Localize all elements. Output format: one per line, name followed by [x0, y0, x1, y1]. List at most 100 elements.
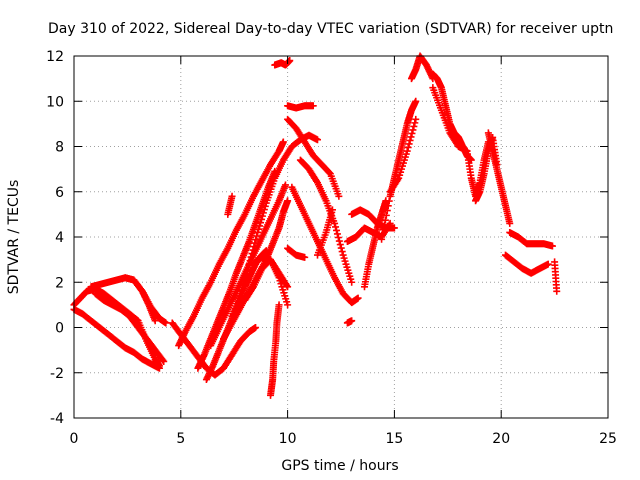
data-points [70, 52, 561, 399]
data-point [260, 206, 268, 214]
series-track-x [343, 317, 356, 327]
data-point [261, 248, 269, 256]
data-point [249, 246, 257, 254]
data-point [331, 219, 339, 227]
data-point [257, 215, 265, 223]
data-point [506, 219, 514, 227]
y-tick-label: 4 [55, 230, 64, 246]
data-point [383, 207, 391, 215]
series-track-aj [506, 228, 556, 250]
data-point [348, 278, 356, 286]
data-point [381, 216, 389, 224]
data-point [262, 247, 270, 255]
data-point [407, 133, 415, 141]
data-point [338, 248, 346, 256]
x-tick-label: 10 [279, 431, 297, 447]
series-track-v [284, 244, 309, 261]
data-point [412, 115, 420, 123]
data-point [334, 234, 342, 242]
x-tick-label: 5 [176, 431, 185, 447]
series-track-q [267, 301, 283, 399]
series-track-w [314, 206, 336, 259]
y-tick-label: 2 [55, 275, 64, 291]
data-point [259, 209, 267, 217]
data-point [283, 281, 291, 289]
series-track-ak [501, 251, 552, 277]
series-track-g [175, 138, 287, 350]
data-point [379, 230, 387, 238]
data-point [354, 294, 362, 302]
series-track-ad [407, 52, 437, 83]
series-track-e [121, 274, 159, 325]
data-point [314, 136, 322, 144]
y-tick-label: 8 [55, 140, 64, 156]
data-point [348, 317, 356, 325]
series-track-t [296, 156, 356, 286]
data-point [255, 225, 263, 233]
data-point [386, 219, 394, 227]
data-point [333, 230, 341, 238]
x-tick-label: 15 [385, 431, 403, 447]
data-point [256, 222, 264, 230]
data-point [409, 126, 417, 134]
data-point [247, 253, 255, 261]
data-point [410, 122, 418, 130]
y-tick-label: 12 [46, 49, 64, 65]
data-point [279, 138, 287, 146]
x-axis-label: GPS time / hours [281, 458, 398, 474]
data-point [284, 301, 292, 309]
series-track-n [202, 247, 270, 384]
data-point [254, 228, 262, 236]
data-point [378, 235, 386, 243]
data-point [332, 226, 340, 234]
data-point [332, 223, 340, 231]
data-point [284, 197, 292, 205]
data-point [159, 356, 167, 364]
data-point [328, 206, 336, 214]
y-tick-label: -2 [50, 366, 64, 382]
data-point [251, 239, 259, 247]
data-point [336, 241, 344, 249]
data-point [301, 253, 309, 261]
data-point [380, 221, 388, 229]
data-point [253, 232, 261, 240]
data-point [155, 364, 163, 372]
data-point [544, 260, 552, 268]
y-tick-label: 6 [55, 185, 64, 201]
series-track-p [271, 57, 294, 69]
data-point [548, 242, 556, 250]
chart-title: Day 310 of 2022, Sidereal Day-to-day VTE… [48, 21, 613, 37]
data-point [261, 202, 269, 210]
data-point [384, 202, 392, 210]
series-track-d [91, 290, 168, 365]
data-point [257, 219, 265, 227]
x-tick-label: 0 [70, 431, 79, 447]
data-point [248, 284, 256, 292]
x-tick-labels: 0 5 10 15 20 25 [70, 431, 617, 447]
data-point [493, 161, 501, 169]
data-point [309, 102, 317, 110]
data-point [250, 243, 258, 251]
data-point [337, 244, 345, 252]
data-point [405, 140, 413, 148]
data-point [553, 287, 561, 295]
data-point [151, 317, 159, 325]
data-point [325, 169, 333, 177]
x-tick-label: 25 [599, 431, 617, 447]
series-track-ac [386, 115, 420, 196]
data-point [160, 357, 168, 365]
series-track-h [194, 167, 279, 372]
data-point [284, 283, 292, 291]
data-point [258, 212, 266, 220]
data-point [385, 197, 393, 205]
data-point [248, 250, 256, 258]
data-point [379, 226, 387, 234]
series-track-o [224, 192, 236, 218]
data-point [335, 192, 343, 200]
data-point [411, 119, 419, 127]
data-point [252, 324, 260, 331]
data-point [313, 177, 321, 185]
data-point [404, 144, 412, 152]
data-point [246, 257, 254, 265]
